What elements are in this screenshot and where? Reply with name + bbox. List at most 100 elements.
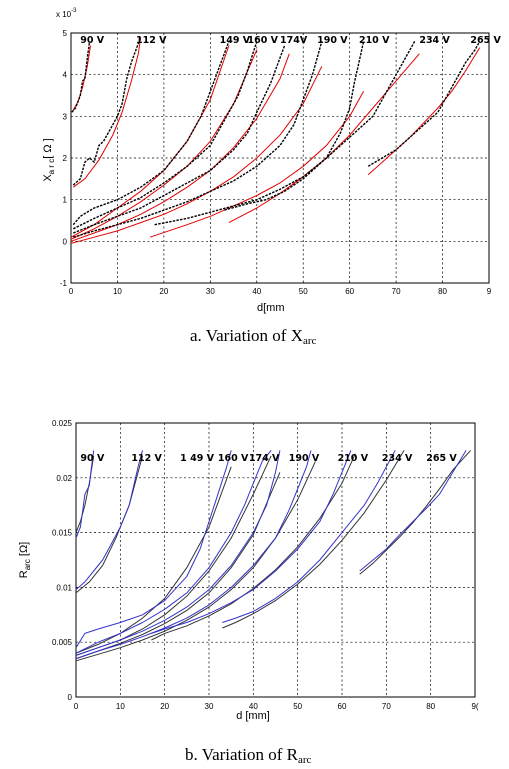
chart-b-x-axis-label: d [mm] — [236, 710, 270, 722]
measured-line-112v — [72, 36, 142, 186]
chart-b-caption: b. Variation of Rarc — [185, 745, 312, 766]
x-tick-label: 30 — [205, 702, 214, 711]
fit-line-265v — [359, 450, 471, 575]
fit-line-265v — [367, 47, 481, 176]
x-tick-label: 80 — [426, 702, 435, 711]
y-tick-label: 4 — [63, 71, 68, 80]
chart-a-y-multiplier: x 10-3 — [56, 8, 77, 19]
x-tick-label: 0 — [69, 287, 74, 296]
x-tick-label: 80 — [438, 287, 447, 296]
x-tick-label: 9( — [471, 702, 478, 711]
y-tick-label: 0 — [63, 237, 68, 246]
voltage-label: 234 V — [419, 35, 450, 46]
x-tick-label: 0 — [74, 702, 79, 711]
measured-line-190v — [73, 41, 323, 238]
measured-line-265v — [367, 40, 481, 167]
measured-line-149v — [75, 450, 232, 648]
voltage-label: 112 V — [136, 35, 167, 46]
chart-b-measured-series — [75, 450, 467, 660]
fit-line-190v — [70, 66, 323, 244]
y-tick-label: 1 — [63, 196, 68, 205]
measured-line-234v — [222, 450, 396, 623]
fit-line-160v — [70, 49, 258, 240]
chart-b-y-axis-label: Rarc [Ω] — [18, 542, 32, 578]
x-tick-label: 40 — [252, 287, 261, 296]
x-tick-label: 40 — [249, 702, 258, 711]
fit-line-210v — [149, 91, 365, 238]
voltage-label: 190 V — [289, 453, 320, 464]
measured-line-210v — [151, 450, 352, 634]
voltage-label: 210 V — [338, 453, 369, 464]
x-tick-label: 30 — [206, 287, 215, 296]
x-tick-label: 70 — [382, 702, 391, 711]
y-tick-label: 0.015 — [52, 529, 73, 538]
chart-b-x-ticks: 0 10 20 30 40 50 60 70 80 9( — [74, 702, 479, 711]
chart-b-y-ticks: 0 0.005 0.01 0.015 0.02 0.025 — [52, 419, 73, 702]
x-tick-label: 70 — [392, 287, 401, 296]
measured-line-112v — [75, 450, 143, 590]
chart-b-plot-area — [75, 422, 476, 698]
y-tick-label: 3 — [63, 112, 68, 121]
fit-line-149v — [70, 45, 230, 238]
voltage-label: 160 V — [247, 35, 278, 46]
voltage-label: 190 V — [317, 35, 348, 46]
measured-line-90v — [71, 41, 91, 113]
voltage-label: 234 V — [382, 453, 413, 464]
x-tick-label: 60 — [338, 702, 347, 711]
voltage-label: 90 V — [80, 453, 105, 464]
x-tick-label: 20 — [159, 287, 168, 296]
chart-a-x-ticks: 0 10 20 30 40 50 60 70 80 9 — [69, 287, 492, 296]
voltage-label: 174V — [280, 35, 308, 46]
chart-a-fit-series — [70, 37, 481, 244]
y-tick-label: 0.025 — [52, 419, 73, 428]
voltage-label: 112 V — [131, 453, 162, 464]
x-tick-label: 60 — [345, 287, 354, 296]
y-tick-label: -1 — [60, 279, 68, 288]
fit-line-174v — [75, 472, 281, 660]
fit-line-234v — [222, 450, 405, 629]
fit-line-112v — [73, 37, 142, 188]
measured-line-90v — [75, 450, 95, 539]
measured-line-265v — [359, 450, 467, 572]
fit-line-112v — [75, 455, 143, 594]
measured-line-234v — [224, 40, 416, 211]
voltage-label: 174 V — [249, 453, 280, 464]
x-tick-label: 10 — [116, 702, 125, 711]
measured-line-190v — [75, 450, 312, 660]
chart-a-measured-series — [71, 36, 481, 238]
y-tick-label: 2 — [63, 154, 68, 163]
chart-b-grid — [76, 423, 475, 697]
voltage-label: 160 V — [218, 453, 249, 464]
y-tick-label: 0.005 — [52, 638, 73, 647]
chart-b-voltage-labels: 90 V 112 V 1 49 V 160 V 174 V 190 V 210 V 234 V… — [80, 453, 457, 464]
measured-line-174v — [75, 450, 281, 656]
voltage-label: 265 V — [470, 35, 501, 46]
chart-a-x-axis-label: d[mm — [257, 302, 285, 314]
voltage-label: 149 V — [220, 35, 251, 46]
x-tick-label: 9 — [487, 287, 492, 296]
fit-line-234v — [228, 53, 420, 224]
voltage-label: 265 V — [426, 453, 457, 464]
measured-line-160v — [72, 41, 258, 230]
voltage-label: 1 49 V — [180, 453, 214, 464]
chart-a-y-axis-label: Xa r c[ Ω ] — [42, 138, 56, 181]
y-tick-label: 5 — [63, 29, 68, 38]
y-tick-label: 0 — [68, 693, 73, 702]
chart-a-y-ticks: -1 0 1 2 3 4 5 — [60, 29, 68, 288]
voltage-label: 90 V — [80, 35, 105, 46]
x-tick-label: 10 — [113, 287, 122, 296]
x-tick-label: 50 — [299, 287, 308, 296]
measured-line-149v — [72, 41, 230, 226]
chart-a-caption: a. Variation of Xarc — [190, 326, 317, 347]
measured-line-160v — [75, 450, 272, 654]
y-tick-label: 0.01 — [56, 583, 72, 592]
x-tick-label: 20 — [160, 702, 169, 711]
measured-line-210v — [154, 41, 365, 226]
fit-line-190v — [75, 461, 316, 662]
chart-b: 0 10 20 30 40 50 60 70 80 9( 00.0050.010.0150.020… — [18, 419, 479, 766]
y-tick-label: 0.02 — [56, 474, 72, 483]
measured-line-174v — [73, 45, 286, 234]
voltage-label: 210 V — [359, 35, 390, 46]
